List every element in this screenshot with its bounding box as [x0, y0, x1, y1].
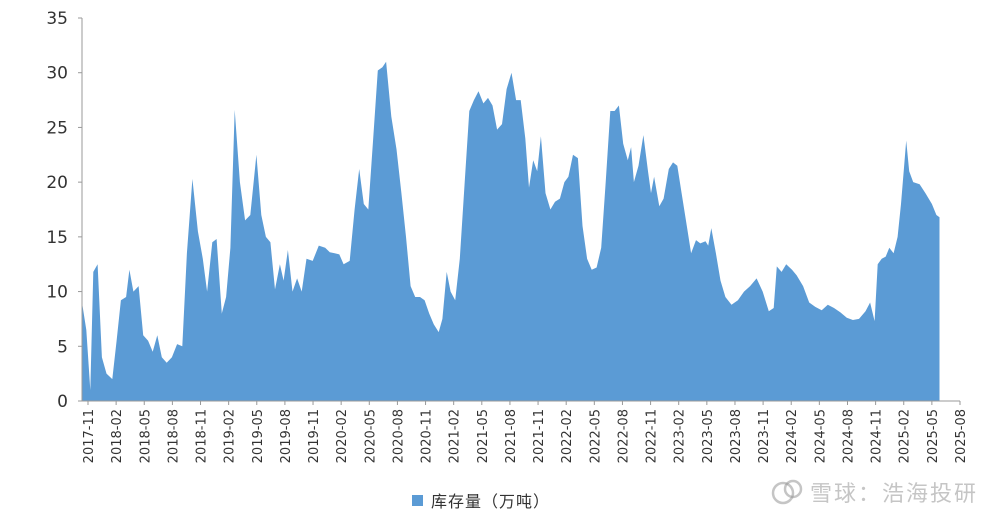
x-tick-label: 2019-05 [251, 409, 266, 463]
x-tick-label: 2023-02 [673, 409, 688, 463]
y-tick-label: 10 [46, 283, 68, 303]
y-axis: 0 5 10 15 20 25 30 35 [46, 9, 82, 412]
y-tick-label: 20 [46, 173, 68, 193]
y-tick-label: 35 [46, 9, 68, 29]
x-tick-label: 2022-02 [560, 409, 575, 463]
x-tick-label: 2022-05 [588, 409, 603, 463]
x-tick-label: 2018-08 [166, 409, 181, 463]
legend: 库存量（万吨） [412, 488, 550, 512]
x-tick-label: 2025-05 [926, 409, 941, 463]
y-tick-label: 5 [57, 337, 68, 357]
x-tick-label: 2021-11 [532, 409, 547, 463]
x-tick-label: 2018-11 [195, 409, 210, 463]
y-tick-label: 25 [46, 118, 68, 138]
x-tick-label: 2017-11 [82, 409, 97, 463]
legend-label: 库存量（万吨） [431, 492, 551, 511]
legend-swatch [412, 494, 423, 506]
x-tick-label: 2021-02 [448, 409, 463, 463]
x-tick-label: 2022-08 [616, 409, 631, 463]
x-tick-label: 2018-02 [110, 409, 125, 463]
watermark: 雪球：浩海投研 [770, 476, 978, 508]
watermark-text: 雪球：浩海投研 [809, 482, 978, 507]
x-axis: 2017-11 2018-02 2018-05 2018-08 2018-11 2019-… [82, 401, 969, 463]
x-tick-label: 2019-08 [279, 409, 294, 463]
x-tick-label: 2020-11 [420, 409, 435, 463]
x-tick-label: 2020-02 [335, 409, 350, 463]
y-tick-label: 15 [46, 228, 68, 248]
x-tick-label: 2024-05 [813, 409, 828, 463]
x-tick-label: 2020-05 [363, 409, 378, 463]
x-tick-label: 2021-08 [504, 409, 519, 463]
x-tick-label: 2025-08 [954, 409, 969, 463]
x-tick-label: 2018-05 [138, 409, 153, 463]
x-tick-label: 2025-02 [898, 409, 913, 463]
x-tick-label: 2024-11 [870, 409, 885, 463]
x-tick-label: 2021-05 [476, 409, 491, 463]
series-area-inventory [82, 61, 940, 402]
x-tick-label: 2023-05 [701, 409, 716, 463]
x-tick-label: 2023-08 [729, 409, 744, 463]
x-tick-label: 2019-11 [307, 409, 322, 463]
x-tick-label: 2020-08 [391, 409, 406, 463]
snowball-logo-icon [771, 479, 803, 505]
x-tick-label: 2023-11 [757, 409, 772, 463]
y-tick-label: 0 [57, 392, 68, 412]
x-tick-label: 2024-08 [841, 409, 856, 463]
x-tick-label: 2024-02 [785, 409, 800, 463]
x-tick-label: 2019-02 [223, 409, 238, 463]
y-tick-label: 30 [46, 64, 68, 84]
x-tick-label: 2022-11 [645, 409, 660, 463]
